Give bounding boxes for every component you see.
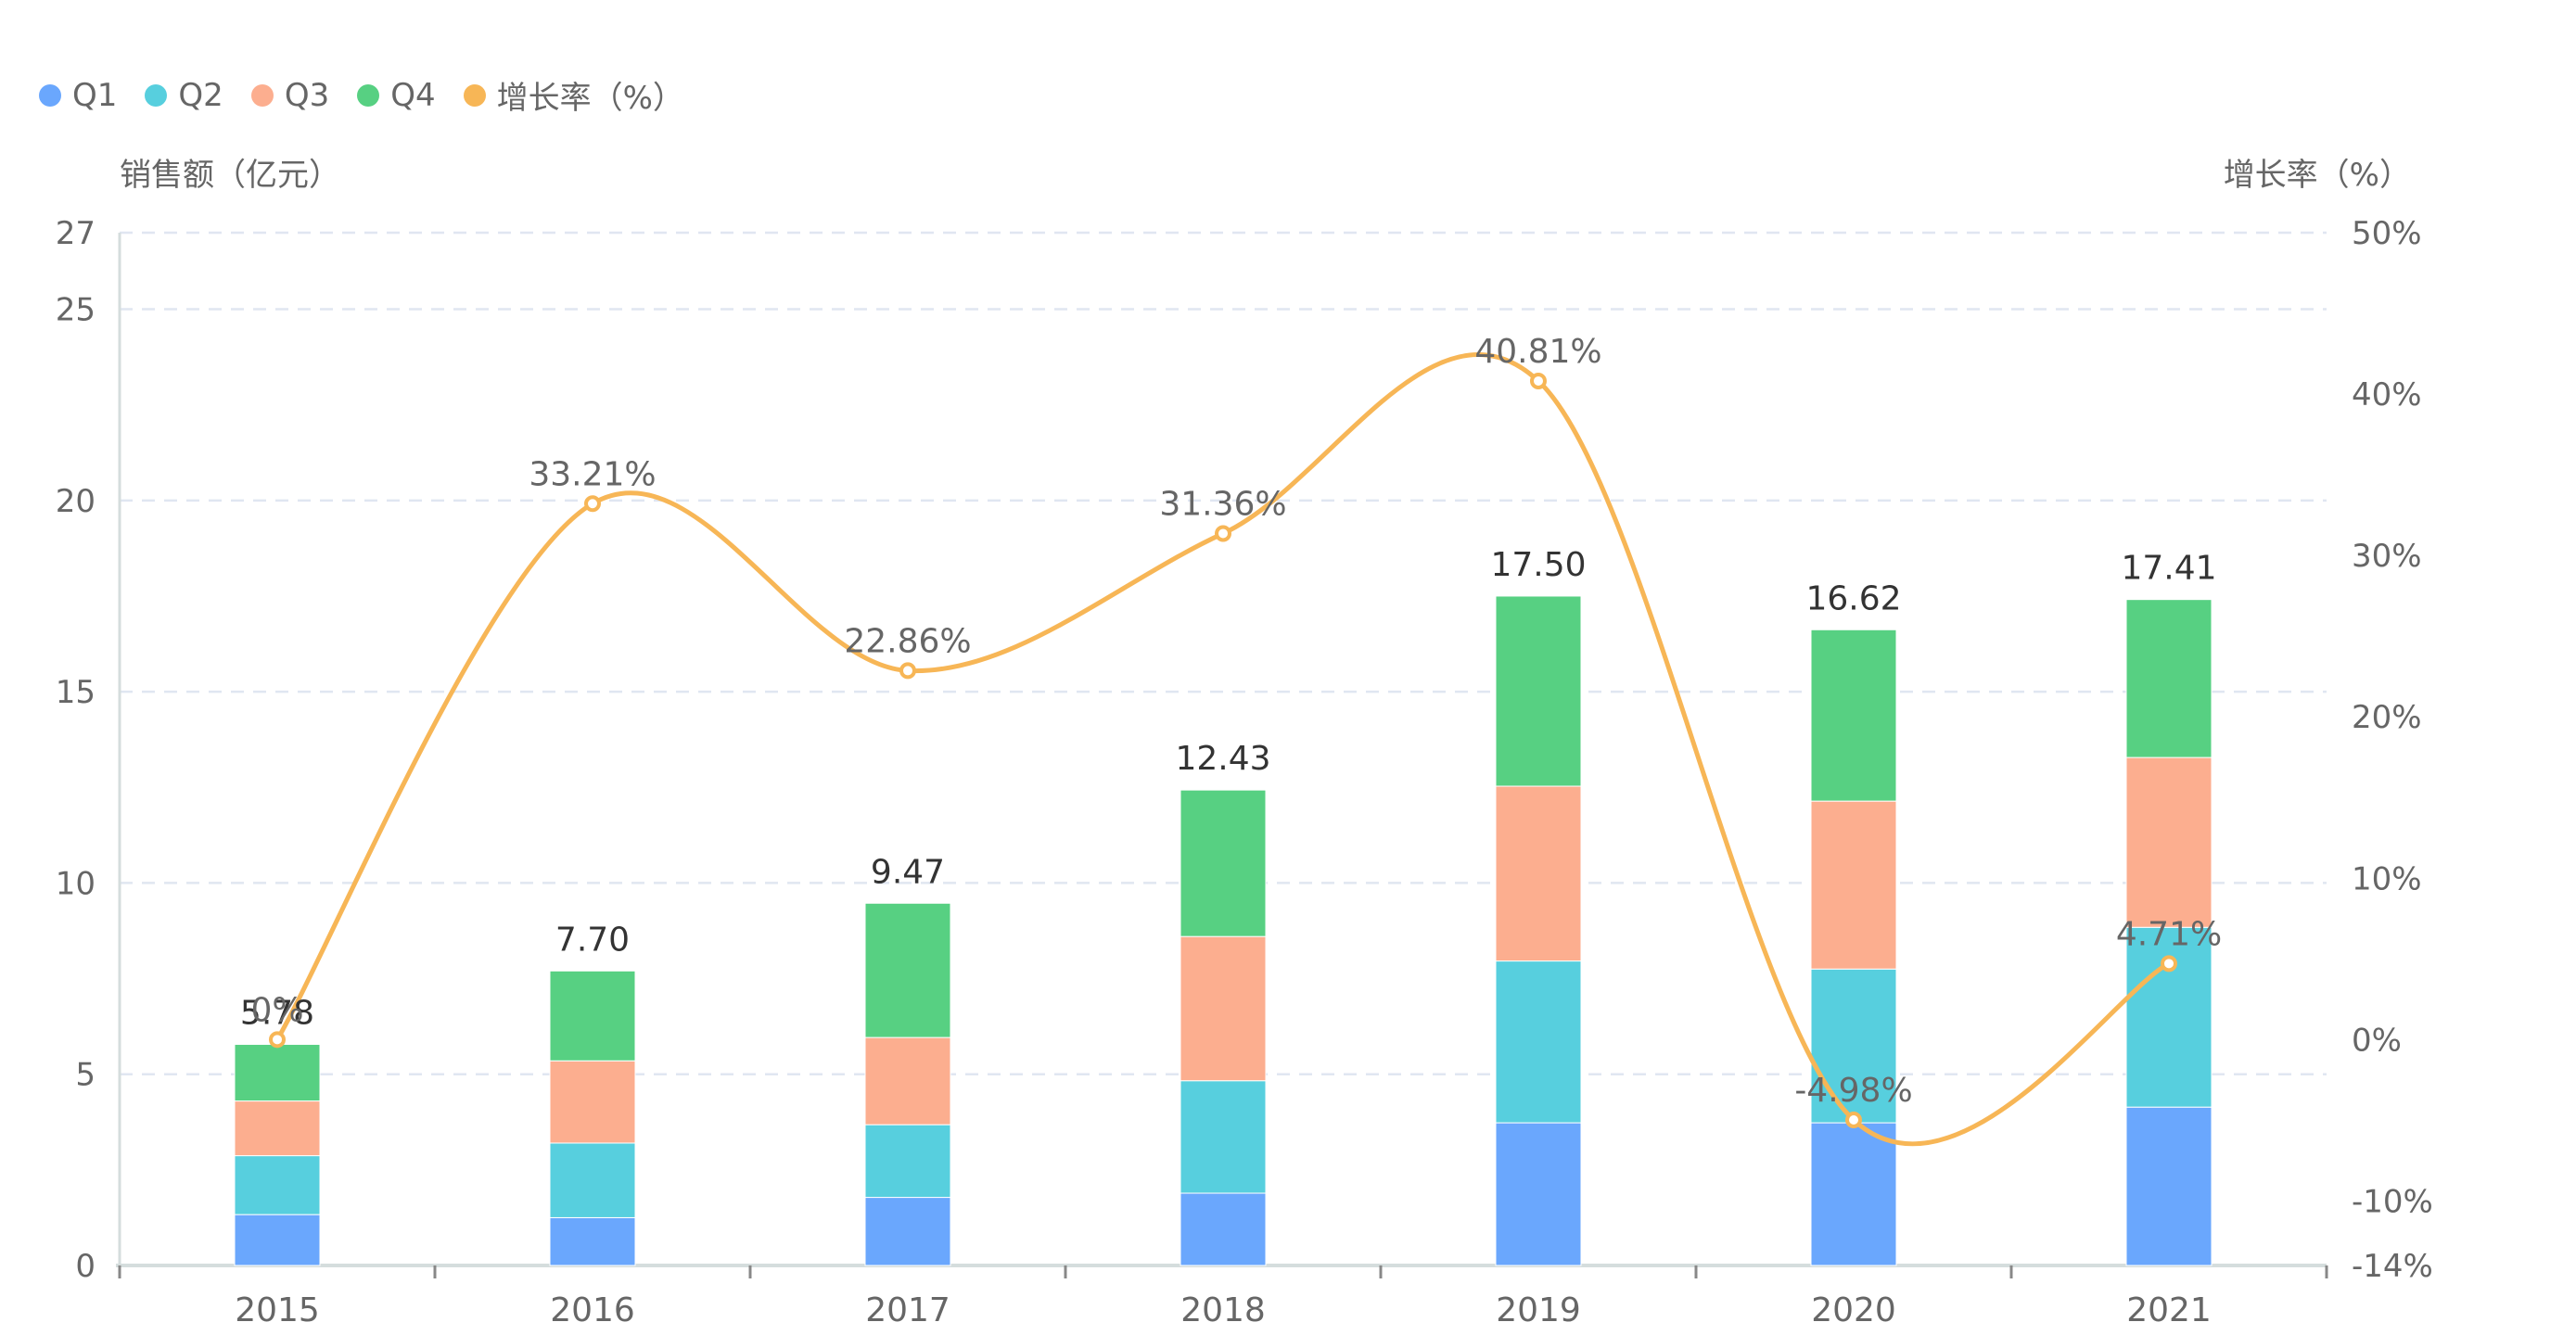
bar-total-label: 7.70 (555, 921, 630, 959)
bar-segment-q1-2021 (2125, 1106, 2213, 1266)
y-axis-left-tick-label: 10 (56, 865, 96, 902)
growth-rate-label: -4.98% (1794, 1072, 1912, 1110)
y-axis-left-tick-label: 25 (56, 292, 96, 329)
y-axis-right-title: 增长率（%） (2224, 157, 2411, 194)
x-axis-tick-label: 2016 (550, 1291, 635, 1329)
legend-item-q3[interactable]: Q3 (250, 76, 330, 114)
growth-rate-label: 22.86% (844, 622, 971, 660)
bar-segment-q4-2020 (1810, 629, 1897, 802)
growth-rate-label: 33.21% (529, 455, 656, 493)
bar-segment-q2-2016 (549, 1142, 636, 1218)
legend-dot-icon (357, 83, 380, 107)
bar-total-label: 12.43 (1175, 740, 1270, 778)
y-axis-left-tick-label: 20 (56, 483, 96, 520)
legend-label: Q1 (72, 76, 118, 114)
growth-rate-point-2019 (1530, 372, 1547, 389)
legend: Q1 Q2 Q3 Q4 增长率（%） (39, 72, 684, 118)
bar-segment-q4-2015 (234, 1044, 321, 1102)
x-axis-tick-label: 2015 (235, 1291, 320, 1329)
bar-segment-q2-2021 (2125, 926, 2213, 1108)
bar-total-label: 16.62 (1805, 579, 1901, 617)
bar-segment-q2-2015 (234, 1155, 321, 1215)
bar-segment-q1-2017 (864, 1197, 951, 1266)
legend-label: Q3 (284, 76, 330, 114)
growth-rate-point-2020 (1845, 1111, 1862, 1128)
growth-rate-label: 4.71% (2116, 915, 2222, 953)
growth-rate-label: 31.36% (1159, 485, 1286, 523)
bar-segment-q1-2016 (549, 1216, 636, 1266)
bar-total-label: 17.41 (2121, 550, 2216, 588)
legend-item-q1[interactable]: Q1 (39, 77, 117, 114)
bar-segment-q1-2019 (1495, 1122, 1582, 1266)
data-labels: 5.78 7.70 9.47 12.43 17.50 16.62 17.41 0% 33.21%… (240, 333, 2222, 1110)
y-axis-right-tick-label: 10% (2352, 860, 2422, 897)
growth-rate-label: 40.81% (1474, 333, 1601, 371)
growth-rate-label: 0% (250, 991, 303, 1029)
bar-total-label: 5.78 (240, 995, 314, 1033)
y-axis-left-title: 销售额（亿元） (120, 157, 340, 194)
growth-rate-point-2015 (269, 1031, 286, 1049)
legend-item-q2[interactable]: Q2 (145, 77, 223, 114)
bar-segment-q4-2016 (549, 970, 636, 1062)
x-axis-tick-label: 2020 (1811, 1291, 1896, 1329)
y-axis-left-tick-label: 5 (75, 1057, 96, 1094)
bar-segment-q2-2017 (864, 1124, 951, 1199)
bar-segment-q3-2017 (864, 1036, 951, 1125)
growth-rate-point-2017 (899, 662, 916, 680)
growth-rate-point-2018 (1215, 525, 1231, 542)
legend-label: Q2 (178, 76, 223, 114)
growth-rate-point-2016 (584, 495, 601, 513)
y-axis-right-tick-label: 20% (2352, 699, 2422, 736)
legend-dot-icon (463, 83, 486, 107)
legend-dot-icon (250, 83, 274, 107)
y-axis-right-tick-label: 30% (2352, 538, 2422, 575)
bar-segment-q3-2016 (549, 1060, 636, 1144)
bar-segment-q2-2020 (1810, 968, 1897, 1124)
legend-label: 增长率（%） (496, 80, 684, 117)
bars (234, 595, 2213, 1266)
x-axis-tick-label: 2021 (2126, 1291, 2212, 1329)
legend-dot-icon (145, 83, 168, 107)
bar-segment-q4-2018 (1180, 789, 1267, 937)
y-axis-right-tick-label: -14% (2352, 1248, 2433, 1285)
bar-segment-q3-2021 (2125, 756, 2213, 928)
y-axis-right-tick-label: 0% (2352, 1022, 2402, 1059)
y-axis-left-tick-label: 15 (56, 674, 96, 711)
bar-segment-q1-2020 (1810, 1122, 1897, 1266)
bar-segment-q3-2018 (1180, 935, 1267, 1082)
legend-label: Q4 (390, 76, 436, 114)
bar-segment-q2-2019 (1495, 960, 1582, 1124)
y-axis-right-tick-label: -10% (2352, 1183, 2433, 1220)
bar-segment-q1-2018 (1180, 1192, 1267, 1266)
bar-segment-q3-2015 (234, 1100, 321, 1157)
growth-line-layer (269, 352, 2177, 1147)
bar-segment-q3-2019 (1495, 785, 1582, 962)
y-axis-left-tick-label: 0 (75, 1248, 96, 1285)
bar-segment-q2-2018 (1180, 1080, 1267, 1194)
bar-segment-q3-2020 (1810, 800, 1897, 970)
bar-segment-q4-2021 (2125, 599, 2213, 758)
bar-segment-q4-2017 (864, 902, 951, 1038)
bar-total-label: 17.50 (1490, 546, 1586, 584)
x-axis-tick-label: 2017 (865, 1291, 950, 1329)
x-axis-tick-label: 2019 (1496, 1291, 1581, 1329)
x-axis-tick-label: 2018 (1180, 1291, 1266, 1329)
legend-item-q4[interactable]: Q4 (357, 76, 436, 114)
bar-segment-q4-2019 (1495, 595, 1582, 787)
y-axis-right-tick-label: 40% (2352, 376, 2422, 413)
legend-item-growth-rate[interactable]: 增长率（%） (463, 72, 684, 118)
y-axis-right-tick-label: 50% (2352, 215, 2422, 252)
growth-rate-point-2021 (2161, 955, 2177, 973)
bar-total-label: 9.47 (871, 853, 945, 891)
bar-segment-q1-2015 (234, 1214, 321, 1266)
legend-dot-icon (39, 83, 61, 107)
y-axis-left-tick-label: 27 (56, 215, 96, 252)
